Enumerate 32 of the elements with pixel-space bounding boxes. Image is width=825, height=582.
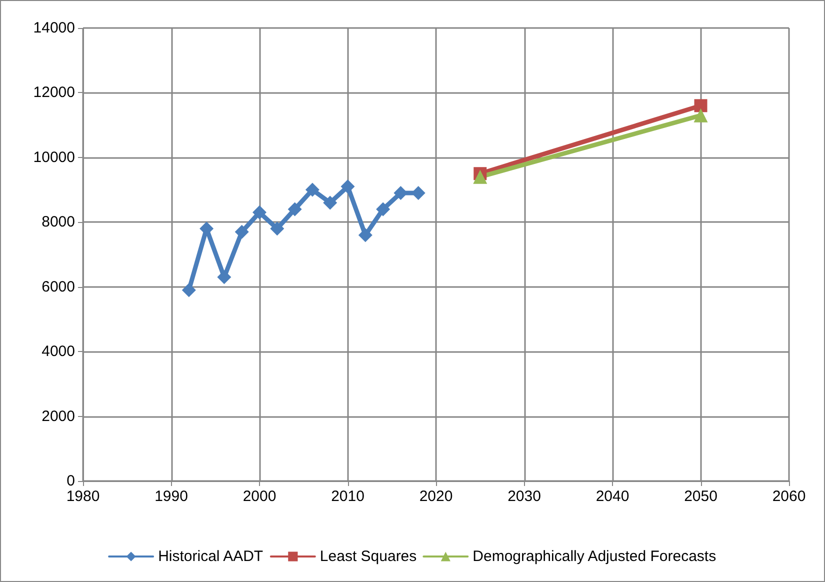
legend-label: Least Squares [320, 548, 417, 565]
point [217, 270, 232, 284]
point [182, 283, 196, 298]
x-tick-label: 2060 [772, 488, 806, 505]
point [358, 228, 372, 242]
legend-label: Historical AADT [158, 548, 264, 565]
x-tick-label: 2000 [242, 488, 276, 505]
point [252, 205, 266, 220]
point [376, 202, 390, 216]
point [394, 186, 408, 200]
point [305, 182, 320, 197]
point [234, 224, 249, 239]
x-tick-label: 2030 [508, 488, 541, 505]
y-tick-label: 14000 [33, 20, 75, 36]
y-tick-label: 2000 [42, 408, 75, 425]
x-tick-label: 1980 [66, 488, 100, 505]
x-tick-label: 2010 [331, 488, 364, 505]
point [288, 202, 302, 216]
x-tick-label: 2040 [596, 488, 630, 505]
point [270, 222, 284, 236]
x-tick-label: 1990 [154, 488, 188, 505]
y-tick-label: 4000 [42, 343, 75, 360]
point [340, 180, 355, 194]
y-tick-label: 6000 [42, 278, 75, 296]
point [323, 196, 338, 210]
y-tick-label: 8000 [42, 214, 75, 231]
y-tick-label: 10000 [33, 148, 75, 166]
y-tick-label: 12000 [33, 84, 75, 102]
y-tick-label: 0 [66, 472, 75, 490]
legend-label: Demographically Adjusted Forecasts [472, 548, 716, 565]
x-tick-label: 2020 [419, 488, 453, 505]
x-tick-label: 2050 [684, 488, 718, 505]
